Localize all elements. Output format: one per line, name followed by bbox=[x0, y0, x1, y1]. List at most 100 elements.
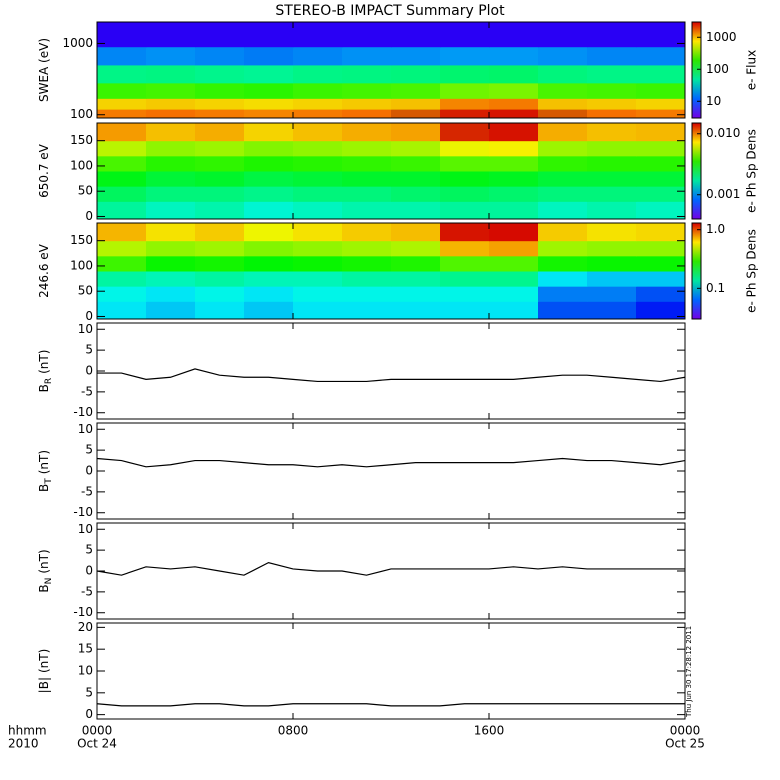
heatmap-cell bbox=[195, 155, 245, 172]
heatmap-cell bbox=[342, 155, 392, 172]
y-tick-label: 150 bbox=[70, 233, 93, 247]
heatmap-cell bbox=[195, 255, 245, 272]
y-tick-label: 10 bbox=[78, 422, 93, 436]
heatmap-cell bbox=[391, 223, 441, 242]
heatmap-cell bbox=[293, 109, 343, 119]
y-axis-label: 650.7 eV bbox=[37, 143, 51, 198]
heatmap-cell bbox=[195, 240, 245, 257]
y-axis-label-main: |B| bbox=[37, 677, 51, 693]
heatmap-cell bbox=[538, 140, 588, 157]
heatmap-cell bbox=[293, 255, 343, 272]
y-tick-label: 100 bbox=[70, 158, 93, 172]
heatmap-cell bbox=[587, 123, 637, 142]
heatmap-cell bbox=[146, 46, 196, 66]
colorbar-tick-label: 100 bbox=[706, 62, 729, 76]
heatmap-cell bbox=[195, 46, 245, 66]
heatmap-cell bbox=[244, 171, 294, 187]
heatmap-cell bbox=[538, 22, 588, 48]
y-axis-label: BR (nT) bbox=[37, 350, 54, 393]
heatmap-cell bbox=[538, 98, 588, 110]
heatmap-cell bbox=[342, 64, 392, 84]
heatmap-cell bbox=[587, 46, 637, 66]
heatmap-cell bbox=[440, 223, 490, 242]
heatmap-cell bbox=[489, 186, 539, 202]
heatmap-cell bbox=[195, 82, 245, 99]
heatmap-cell bbox=[97, 46, 147, 66]
heatmap-cell bbox=[636, 109, 686, 119]
heatmap-cell bbox=[538, 223, 588, 242]
timestamp: Thu Jun 30 17:28:12 2011 bbox=[685, 626, 693, 718]
y-axis-label-main: B bbox=[37, 584, 51, 592]
y-tick-label: -10 bbox=[73, 505, 93, 519]
heatmap-cell bbox=[489, 22, 539, 48]
heatmap-cell bbox=[636, 123, 686, 142]
heatmap-cell bbox=[587, 240, 637, 257]
y-tick-label: 5 bbox=[85, 343, 93, 357]
colorbar-tick-label: 0.1 bbox=[706, 281, 725, 295]
heatmap-cell bbox=[293, 82, 343, 99]
y-tick-label: 20 bbox=[78, 620, 93, 634]
heatmap-cell bbox=[587, 201, 637, 220]
heatmap-cell bbox=[195, 286, 245, 302]
chart-title: STEREO-B IMPACT Summary Plot bbox=[275, 3, 505, 19]
heatmap-cell bbox=[342, 271, 392, 287]
heatmap-cell bbox=[440, 255, 490, 272]
plot-frame bbox=[96, 522, 686, 620]
heatmap-cell bbox=[489, 155, 539, 172]
heatmap-cell bbox=[244, 22, 294, 48]
heatmap-cell bbox=[489, 82, 539, 99]
heatmap-cell bbox=[293, 123, 343, 142]
heatmap-cell bbox=[97, 271, 147, 287]
heatmap-cell bbox=[97, 223, 147, 242]
y-axis-label-main: 246.6 eV bbox=[37, 243, 51, 298]
x-tick-label: 0000 bbox=[670, 724, 701, 738]
y-tick-label: 10 bbox=[78, 664, 93, 678]
y-tick-label: 150 bbox=[70, 133, 93, 147]
heatmap-cell bbox=[489, 109, 539, 119]
colorbar-label: e- Ph Sp Dens bbox=[745, 129, 759, 213]
heatmap-cell bbox=[587, 22, 637, 48]
x-tick-label: 0000 bbox=[82, 724, 113, 738]
heatmap-cell bbox=[195, 140, 245, 157]
y-tick-label: 50 bbox=[78, 284, 93, 298]
y-axis-label-unit: (nT) bbox=[37, 450, 51, 474]
heatmap-cell bbox=[440, 186, 490, 202]
heatmap-cell bbox=[587, 301, 637, 320]
heatmap-cell bbox=[538, 255, 588, 272]
y-axis-label-main: B bbox=[37, 384, 51, 392]
y-tick-label: 0 bbox=[85, 564, 93, 578]
heatmap-cell bbox=[244, 82, 294, 99]
heatmap-cell bbox=[538, 46, 588, 66]
heatmap-cell bbox=[195, 186, 245, 202]
heatmap-cell bbox=[342, 123, 392, 142]
heatmap-cell bbox=[391, 240, 441, 257]
heatmap-cell bbox=[195, 98, 245, 110]
heatmap-cell bbox=[391, 140, 441, 157]
y-tick-label: 0 bbox=[85, 364, 93, 378]
heatmap-cell bbox=[489, 223, 539, 242]
heatmap-cell bbox=[440, 286, 490, 302]
y-tick-label: 5 bbox=[85, 443, 93, 457]
heatmap-cell bbox=[391, 22, 441, 48]
heatmap-cell bbox=[636, 255, 686, 272]
heatmap-cell bbox=[195, 201, 245, 220]
y-axis-label-main: B bbox=[37, 484, 51, 492]
heatmap-cell bbox=[440, 22, 490, 48]
heatmap-cell bbox=[97, 155, 147, 172]
heatmap-cell bbox=[489, 240, 539, 257]
heatmap-cell bbox=[587, 140, 637, 157]
data-line bbox=[97, 368, 686, 383]
colorbar-tick-label: 0.001 bbox=[706, 187, 740, 201]
heatmap-cell bbox=[489, 271, 539, 287]
x-caption: 2010 bbox=[8, 737, 39, 751]
y-axis-label-unit: (nT) bbox=[37, 549, 51, 573]
heatmap-cell bbox=[636, 140, 686, 157]
y-tick-label: 15 bbox=[78, 642, 93, 656]
heatmap-cell bbox=[97, 64, 147, 84]
y-axis-label-main: SWEA (eV) bbox=[37, 38, 51, 102]
y-axis-label: SWEA (eV) bbox=[37, 38, 51, 102]
heatmap-cell bbox=[391, 171, 441, 187]
heatmap-cell bbox=[538, 201, 588, 220]
heatmap-cell bbox=[636, 286, 686, 302]
heatmap-cell bbox=[489, 64, 539, 84]
